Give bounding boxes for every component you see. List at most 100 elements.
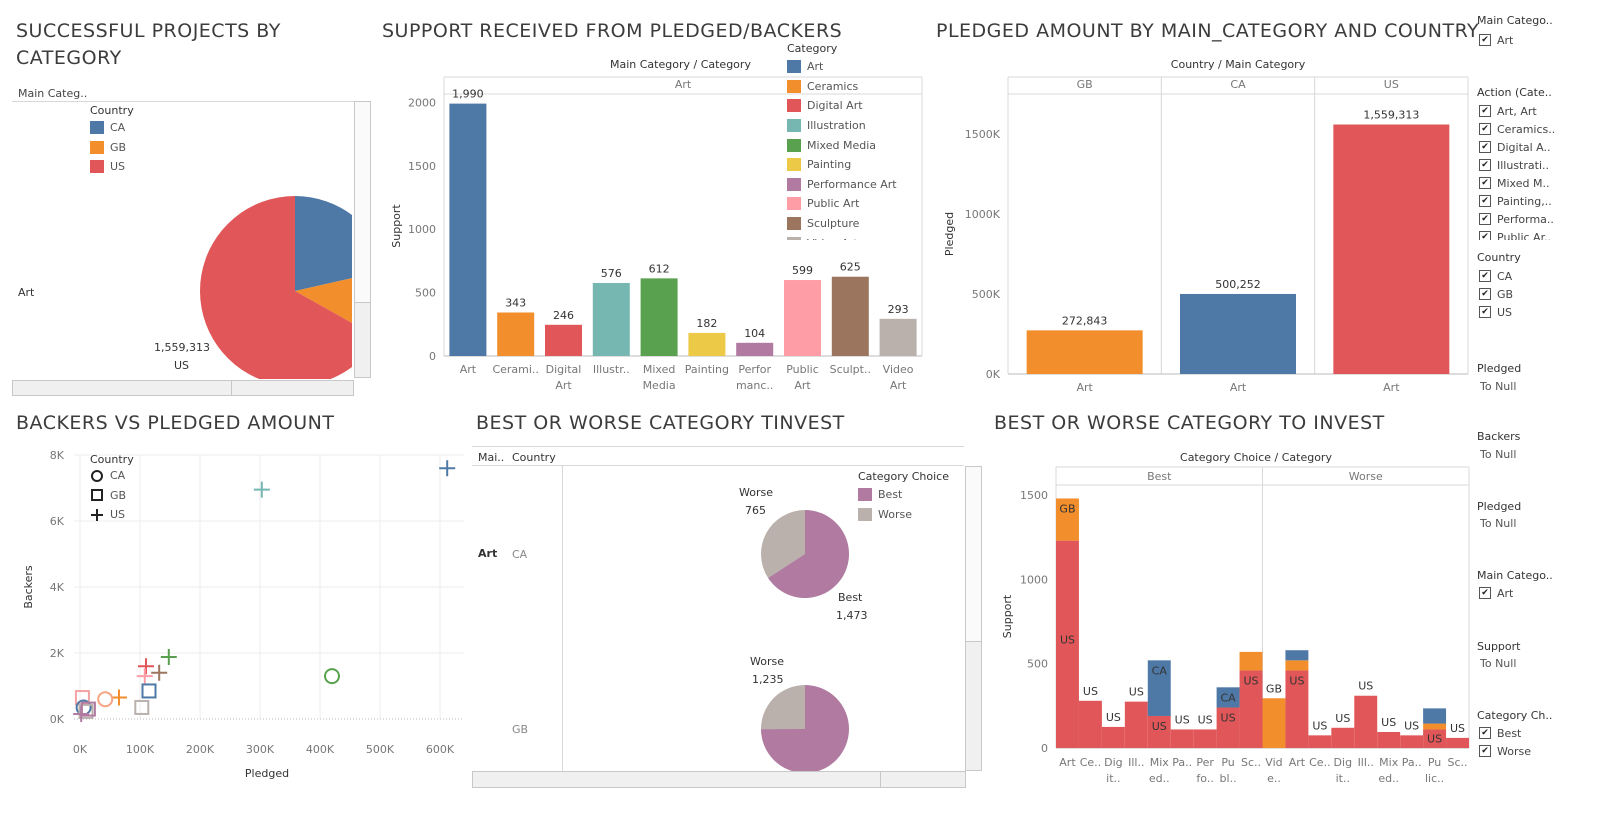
pie2-vscrollbar[interactable] bbox=[965, 466, 982, 771]
scatter-legend-item-us[interactable]: US bbox=[90, 505, 134, 525]
x-tick-label: Dig it.. bbox=[1334, 756, 1353, 785]
checkbox-icon[interactable]: ✔ bbox=[1479, 159, 1491, 171]
filter-action-title: Action (Cate.. bbox=[1477, 86, 1552, 99]
stack-segment bbox=[1308, 735, 1332, 748]
pie2-row-gb: GB bbox=[512, 723, 529, 736]
x-tick-label: Vid e.. bbox=[1265, 756, 1282, 785]
pie2-hscroll-thumb[interactable] bbox=[472, 771, 881, 788]
scatter-legend-item-gb[interactable]: GB bbox=[90, 486, 134, 506]
checkbox-icon[interactable]: ✔ bbox=[1479, 306, 1491, 318]
filter-action-item[interactable]: ✔ Public Ar.. bbox=[1479, 228, 1597, 240]
filter-choice-item[interactable]: ✔ Worse bbox=[1479, 742, 1531, 760]
pie1-legend-label-ca: CA bbox=[110, 121, 126, 135]
filter-choice-item[interactable]: ✔ Best bbox=[1479, 724, 1531, 742]
filter-main-category2-item[interactable]: ✔ Art bbox=[1479, 584, 1513, 602]
category-legend-item[interactable]: Video Art bbox=[787, 233, 927, 240]
pie2-vscroll-thumb[interactable] bbox=[965, 466, 982, 642]
bar bbox=[1026, 330, 1143, 374]
checkbox-icon[interactable]: ✔ bbox=[1479, 231, 1491, 240]
scatter-legend-item-ca[interactable]: CA bbox=[90, 466, 134, 486]
filter-choice-list: ✔ Best ✔ Worse bbox=[1479, 724, 1531, 760]
checkbox-icon[interactable]: ✔ bbox=[1479, 213, 1491, 225]
filter-action-item[interactable]: ✔ Painting,.. bbox=[1479, 192, 1597, 210]
filter-pledged2-range[interactable]: To Null bbox=[1480, 517, 1517, 530]
filter-support-range[interactable]: To Null bbox=[1480, 657, 1517, 670]
pie1-vscroll-thumb[interactable] bbox=[354, 101, 371, 303]
category-legend-item[interactable]: Sculpture bbox=[787, 214, 927, 234]
filter-action-item[interactable]: ✔ Mixed M.. bbox=[1479, 174, 1597, 192]
checkbox-icon[interactable]: ✔ bbox=[1479, 141, 1491, 153]
checkbox-icon[interactable]: ✔ bbox=[1479, 727, 1491, 739]
pie2-legend-item-worse[interactable]: Worse bbox=[858, 505, 912, 525]
checkbox-icon[interactable]: ✔ bbox=[1479, 745, 1491, 757]
x-tick-label: Ce.. bbox=[1080, 756, 1101, 769]
x-tick-label: 600K bbox=[426, 743, 455, 756]
filter-choice-item-label: Best bbox=[1497, 726, 1522, 740]
group-header: Best bbox=[1147, 470, 1172, 483]
checkbox-icon[interactable]: ✔ bbox=[1479, 288, 1491, 300]
y-axis-title: Support bbox=[1001, 594, 1014, 638]
y-tick-label: 1500 bbox=[1020, 489, 1048, 502]
filter-country-item[interactable]: ✔ GB bbox=[1479, 285, 1513, 303]
y-tick-label: 2000 bbox=[408, 96, 436, 109]
checkbox-icon[interactable]: ✔ bbox=[1479, 34, 1491, 46]
filter-main-category-item[interactable]: ✔ Art bbox=[1479, 31, 1513, 49]
checkbox-icon[interactable]: ✔ bbox=[1479, 270, 1491, 282]
filter-country-item-label: US bbox=[1497, 305, 1513, 319]
filter-backers-range[interactable]: To Null bbox=[1480, 448, 1517, 461]
chart-header: Country / Main Category bbox=[1171, 58, 1306, 71]
category-legend-item[interactable]: Illustration bbox=[787, 116, 927, 136]
category-legend-item[interactable]: Performance Art bbox=[787, 175, 927, 195]
y-tick-label: 1000 bbox=[1020, 573, 1048, 586]
pie1-legend-item-ca[interactable]: CA bbox=[90, 118, 126, 138]
y-tick-label: 0K bbox=[986, 368, 1001, 381]
pie2-hscrollbar[interactable] bbox=[472, 771, 966, 788]
category-legend-item[interactable]: Art bbox=[787, 57, 927, 77]
category-legend-label: Illustration bbox=[807, 119, 866, 133]
x-tick-label: Mixed Media bbox=[643, 363, 676, 392]
category-legend-item[interactable]: Mixed Media bbox=[787, 135, 927, 155]
pie2-legend-item-best[interactable]: Best bbox=[858, 485, 912, 505]
scatter-legend: Country CA GB US bbox=[90, 453, 134, 525]
filter-action-item[interactable]: ✔ Performa.. bbox=[1479, 210, 1597, 228]
checkbox-icon[interactable]: ✔ bbox=[1479, 195, 1491, 207]
filter-action-item[interactable]: ✔ Digital A.. bbox=[1479, 138, 1597, 156]
category-legend-item[interactable]: Public Art bbox=[787, 194, 927, 214]
checkbox-icon[interactable]: ✔ bbox=[1479, 123, 1491, 135]
stack-segment bbox=[1285, 650, 1309, 661]
pie1-hscrollbar[interactable] bbox=[12, 380, 354, 396]
x-tick-label: Pu lic.. bbox=[1425, 756, 1444, 785]
pie1-hscroll-thumb[interactable] bbox=[12, 380, 232, 396]
bar bbox=[545, 324, 582, 356]
x-tick-label: Sc.. bbox=[1448, 756, 1468, 769]
filter-pledged-range[interactable]: To Null bbox=[1480, 380, 1517, 393]
filter-backers-title: Backers bbox=[1477, 430, 1521, 443]
category-legend-item[interactable]: Digital Art bbox=[787, 96, 927, 116]
pie1-legend-item-gb[interactable]: GB bbox=[90, 138, 126, 158]
x-tick-label: Pu bl.. bbox=[1220, 756, 1237, 785]
filter-country-item[interactable]: ✔ US bbox=[1479, 303, 1513, 321]
filter-action-list[interactable]: ✔ Art, Art ✔ Ceramics.. ✔ Digital A.. ✔ Illustr… bbox=[1479, 102, 1597, 240]
category-legend-label: Public Art bbox=[807, 197, 860, 211]
stack-segment bbox=[1423, 708, 1447, 724]
checkbox-icon[interactable]: ✔ bbox=[1479, 587, 1491, 599]
pie1-legend-item-us[interactable]: US bbox=[90, 157, 126, 177]
y-tick-label: 6K bbox=[50, 515, 65, 528]
segment-label: US bbox=[1175, 713, 1190, 726]
support-bar-chart: Main Category / Category Art 0 500 1000 1500 2… bbox=[390, 58, 923, 392]
stack-segment bbox=[1423, 729, 1447, 748]
checkbox-icon[interactable]: ✔ bbox=[1479, 177, 1491, 189]
pie2-row-ca: CA bbox=[512, 548, 528, 561]
filter-support-title: Support bbox=[1477, 640, 1521, 653]
category-legend-label: Digital Art bbox=[807, 99, 863, 113]
scatter-legend-label-us: US bbox=[110, 508, 126, 522]
category-legend-item[interactable]: Ceramics bbox=[787, 77, 927, 97]
pie1-vscrollbar[interactable] bbox=[354, 101, 371, 378]
filter-action-item[interactable]: ✔ Art, Art bbox=[1479, 102, 1597, 120]
category-legend-item[interactable]: Painting bbox=[787, 155, 927, 175]
checkbox-icon[interactable]: ✔ bbox=[1479, 105, 1491, 117]
filter-country-item[interactable]: ✔ CA bbox=[1479, 267, 1513, 285]
filter-action-item[interactable]: ✔ Illustrati.. bbox=[1479, 156, 1597, 174]
pie1-label-country: US bbox=[174, 359, 190, 372]
filter-action-item[interactable]: ✔ Ceramics.. bbox=[1479, 120, 1597, 138]
